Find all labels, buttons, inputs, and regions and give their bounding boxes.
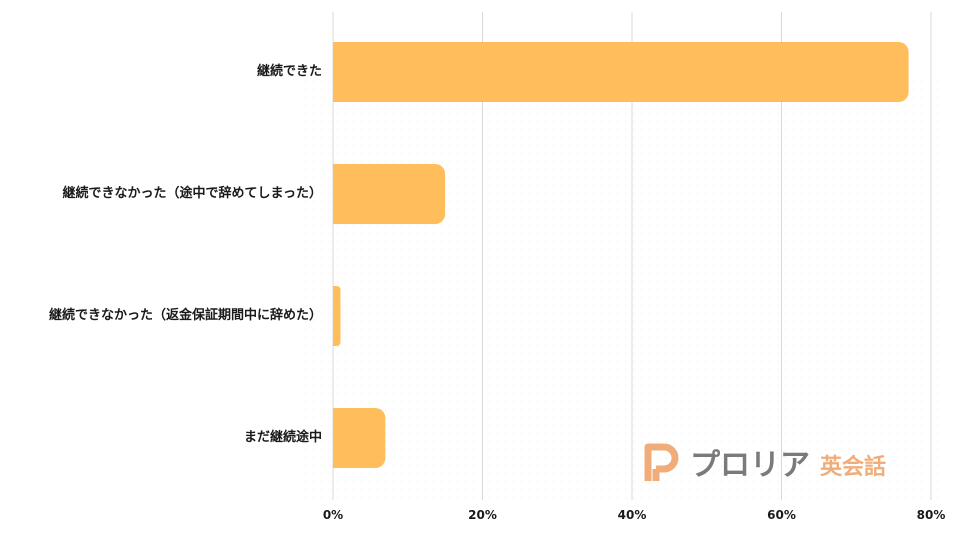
bar — [333, 164, 446, 224]
category-label: 継続できなかった（途中で辞めてしまった） — [62, 186, 322, 201]
bar — [333, 42, 909, 102]
x-tick-label: 20% — [468, 508, 497, 522]
watermark-name: プロリア — [690, 448, 810, 483]
category-label: 継続できなかった（返金保証期間中に辞めた） — [48, 308, 322, 323]
x-tick-label: 0% — [322, 508, 344, 522]
watermark: プロリア 英会話 — [642, 440, 886, 484]
bar — [333, 286, 341, 346]
category-label: 継続できた — [256, 64, 322, 79]
category-label: まだ継続途中 — [243, 430, 322, 445]
plot-background — [300, 75, 940, 500]
p-letter-logo-icon — [642, 441, 684, 483]
x-tick-label: 60% — [767, 508, 796, 522]
watermark-subtitle: 英会話 — [820, 455, 887, 480]
bar — [333, 408, 386, 468]
x-tick-label: 80% — [916, 508, 946, 522]
x-tick-label: 40% — [617, 508, 647, 522]
